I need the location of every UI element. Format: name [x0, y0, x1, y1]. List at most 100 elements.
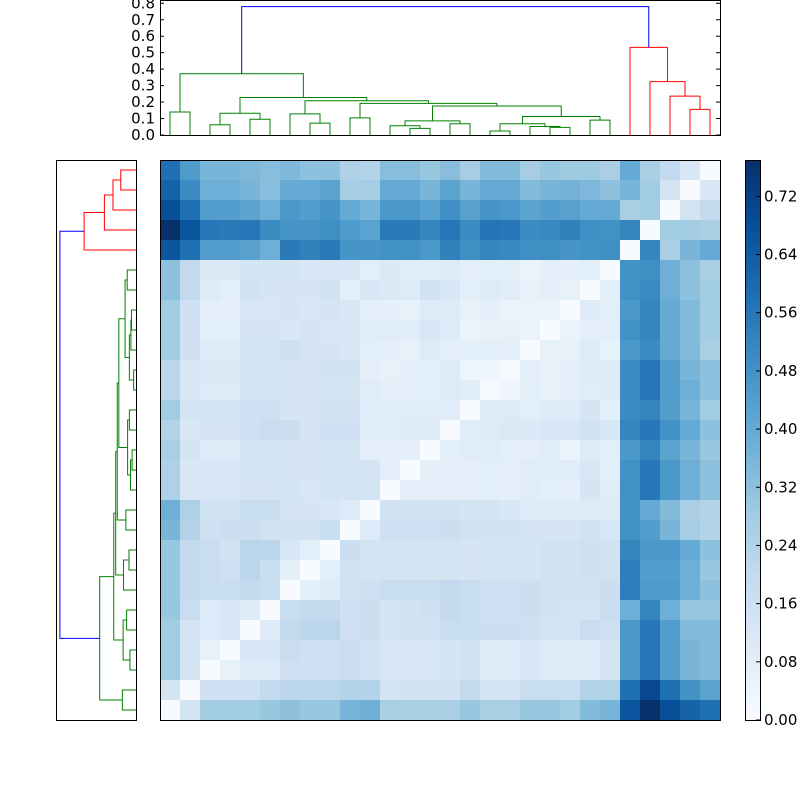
heatmap-cell	[380, 240, 401, 261]
heatmap-cell	[560, 440, 581, 461]
dendrogram-link	[304, 100, 429, 114]
heatmap-cell	[380, 200, 401, 221]
heatmap-cell	[340, 400, 361, 421]
heatmap-cell	[340, 540, 361, 561]
heatmap-cell	[700, 460, 721, 481]
heatmap-cell	[400, 340, 421, 361]
heatmap-cell	[360, 620, 381, 641]
heatmap-cell	[480, 640, 501, 661]
heatmap-cell	[640, 540, 661, 561]
heatmap-cell	[700, 360, 721, 381]
heatmap-cell	[360, 160, 381, 181]
heatmap-cell	[220, 600, 241, 621]
heatmap-cell	[480, 700, 501, 721]
heatmap-cell	[160, 560, 181, 581]
dendrogram-link	[121, 689, 136, 711]
heatmap-cell	[400, 180, 421, 201]
heatmap-cell	[300, 560, 321, 581]
heatmap-cell	[640, 660, 661, 681]
heatmap-cell	[460, 340, 481, 361]
heatmap-cell	[700, 180, 721, 201]
heatmap-cell	[540, 500, 561, 521]
heatmap-cell	[640, 180, 661, 201]
heatmap-cell	[220, 580, 241, 601]
heatmap-cell	[480, 360, 501, 381]
heatmap-cell	[460, 500, 481, 521]
heatmap-cell	[540, 540, 561, 561]
heatmap-cell	[260, 260, 281, 281]
colorbar-frame	[745, 160, 761, 721]
heatmap-cell	[240, 320, 261, 341]
heatmap-cell	[220, 340, 241, 361]
heatmap-cell	[500, 420, 521, 441]
heatmap-cell	[160, 460, 181, 481]
heatmap-cell	[460, 400, 481, 421]
heatmap-cell	[340, 200, 361, 221]
heatmap-cell	[340, 340, 361, 361]
heatmap-cell	[440, 700, 461, 721]
heatmap-cell	[580, 220, 601, 241]
heatmap-cell	[700, 620, 721, 641]
heatmap-cell	[420, 560, 441, 581]
heatmap-cell	[500, 360, 521, 381]
heatmap-cell	[300, 520, 321, 541]
heatmap-cell	[160, 420, 181, 441]
heatmap-cell	[200, 280, 221, 301]
heatmap-cell	[520, 340, 541, 361]
heatmap-cell	[320, 380, 341, 401]
heatmap-cell	[160, 300, 181, 321]
heatmap-cell	[200, 180, 221, 201]
heatmap-cell	[500, 160, 521, 181]
heatmap-cell	[700, 540, 721, 561]
heatmap-cell	[440, 560, 461, 581]
heatmap-cell	[180, 360, 201, 381]
dendrogram-link	[309, 122, 331, 135]
heatmap-cell	[660, 220, 681, 241]
heatmap-cell	[400, 280, 421, 301]
heatmap-cell	[540, 620, 561, 641]
heatmap-cell	[320, 220, 341, 241]
heatmap-cell	[200, 460, 221, 481]
heatmap-cell	[320, 340, 341, 361]
heatmap-cell	[380, 440, 401, 461]
heatmap-cell	[680, 280, 701, 301]
heatmap-cell	[160, 700, 181, 721]
heatmap-cell	[200, 560, 221, 581]
heatmap-cell	[360, 400, 381, 421]
heatmap-cell	[620, 660, 641, 681]
heatmap-cell	[180, 300, 201, 321]
heatmap-cell	[500, 440, 521, 461]
heatmap-cell	[160, 360, 181, 381]
heatmap-cell	[480, 520, 501, 541]
heatmap-cell	[560, 460, 581, 481]
heatmap-cell	[500, 620, 521, 641]
heatmap-cell	[520, 300, 541, 321]
heatmap-cell	[420, 620, 441, 641]
dendrogram-link	[239, 96, 368, 114]
heatmap-cell	[520, 540, 541, 561]
heatmap-cell	[280, 240, 301, 261]
heatmap-cell	[540, 560, 561, 581]
colorbar-tick-label: 0.72	[764, 187, 797, 205]
heatmap-cell	[400, 600, 421, 621]
heatmap-cell	[360, 580, 381, 601]
heatmap-cell	[200, 220, 221, 241]
heatmap-cell	[220, 400, 241, 421]
heatmap-cell	[180, 580, 201, 601]
heatmap-cell	[420, 460, 441, 481]
heatmap-cell	[600, 480, 621, 501]
heatmap-cell	[180, 480, 201, 501]
heatmap-cell	[580, 560, 601, 581]
heatmap-cell	[420, 340, 441, 361]
heatmap-cell	[620, 520, 641, 541]
heatmap-cell	[340, 440, 361, 461]
heatmap-cell	[500, 180, 521, 201]
heatmap-cell	[680, 260, 701, 281]
heatmap-cell	[220, 480, 241, 501]
heatmap-cell	[300, 240, 321, 261]
heatmap-cell	[380, 480, 401, 501]
heatmap-cell	[200, 360, 221, 381]
heatmap-cell	[240, 440, 261, 461]
colorbar-axis: 0.00 0.08 0.16 0.24 0.32 0.40 0.48 0.56 0.64 0.72	[756, 187, 797, 729]
heatmap-cell	[340, 240, 361, 261]
